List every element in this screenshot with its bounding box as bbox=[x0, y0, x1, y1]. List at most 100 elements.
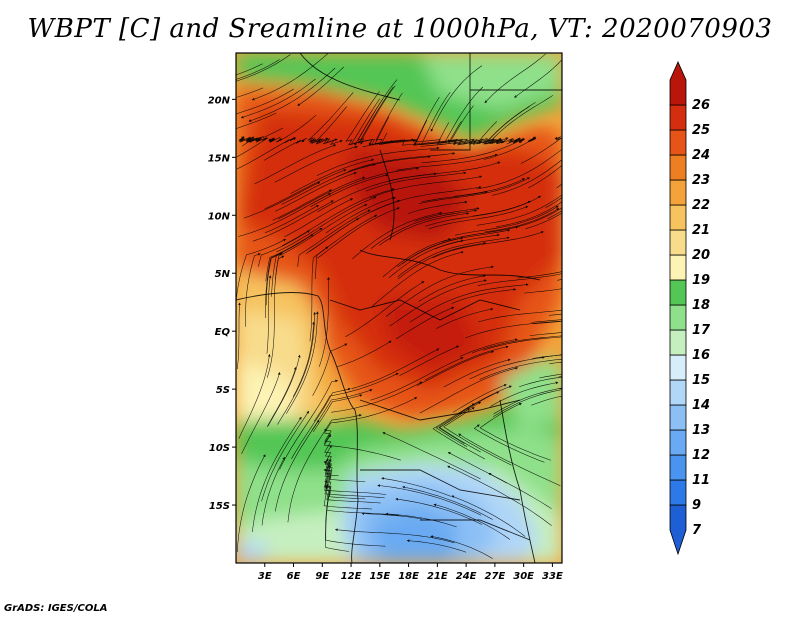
streamline bbox=[473, 424, 545, 463]
streamline bbox=[323, 468, 350, 552]
streamline bbox=[471, 335, 562, 354]
streamline bbox=[452, 384, 507, 413]
streamline bbox=[406, 539, 467, 553]
colorbar-swatch bbox=[669, 329, 687, 356]
streamline bbox=[495, 201, 562, 228]
streamline bbox=[281, 188, 395, 246]
streamline bbox=[448, 120, 504, 146]
streamline bbox=[264, 204, 320, 234]
latitude-axis: 20N 15N 10N 5N EQ 5S 10S 15S bbox=[208, 95, 236, 512]
streamline bbox=[265, 252, 283, 306]
streamline bbox=[557, 279, 562, 281]
streamline bbox=[272, 189, 332, 221]
streamline bbox=[274, 145, 358, 183]
colorbar: 7 9 11 12 13 14 15 16 17 18 19 20 21 22 23 24 25 26 bbox=[669, 61, 711, 556]
colorbar-swatch bbox=[669, 61, 687, 106]
colorbar-level-label: 26 bbox=[692, 98, 710, 113]
streamline bbox=[238, 353, 271, 439]
streamline bbox=[451, 288, 517, 304]
streamline bbox=[276, 196, 377, 253]
streamline bbox=[365, 171, 467, 192]
streamline bbox=[430, 535, 493, 559]
streamline bbox=[450, 105, 484, 145]
streamline bbox=[451, 495, 526, 537]
lon-tick-label: 21E bbox=[427, 571, 448, 582]
streamline bbox=[345, 91, 394, 146]
streamline bbox=[525, 212, 562, 229]
lon-tick-label: 9E bbox=[315, 571, 329, 582]
streamline bbox=[261, 410, 310, 502]
colorbar-swatch bbox=[669, 104, 687, 131]
streamline bbox=[447, 465, 552, 526]
streamline bbox=[441, 225, 519, 243]
colorbar-level-label: 14 bbox=[692, 398, 710, 413]
streamline bbox=[236, 112, 277, 130]
streamline bbox=[292, 321, 315, 397]
streamline bbox=[241, 371, 281, 455]
streamline bbox=[324, 414, 362, 476]
streamline bbox=[476, 194, 562, 226]
streamline bbox=[458, 433, 561, 486]
streamline bbox=[433, 503, 511, 540]
streamline bbox=[279, 379, 339, 470]
streamline bbox=[479, 403, 551, 461]
colorbar-level-label: 23 bbox=[692, 173, 710, 188]
streamline bbox=[371, 251, 464, 308]
streamline bbox=[325, 483, 387, 495]
streamline bbox=[519, 376, 562, 388]
streamline bbox=[501, 137, 521, 144]
streamline bbox=[517, 271, 562, 279]
streamline bbox=[236, 63, 263, 76]
streamline bbox=[493, 387, 562, 415]
streamline bbox=[421, 140, 522, 164]
streamline bbox=[531, 395, 562, 406]
streamline bbox=[556, 183, 562, 189]
streamline bbox=[435, 391, 500, 447]
streamline bbox=[271, 234, 314, 297]
streamline bbox=[268, 136, 281, 143]
streamline bbox=[291, 387, 351, 460]
streamline bbox=[483, 336, 562, 351]
lon-tick-label: 24E bbox=[456, 571, 477, 582]
streamline bbox=[490, 95, 554, 144]
streamline bbox=[323, 460, 366, 483]
streamline bbox=[424, 345, 509, 381]
streamline bbox=[352, 211, 443, 260]
streamline bbox=[276, 114, 317, 143]
lon-tick-label: 33E bbox=[542, 571, 563, 582]
colorbar-level-label: 21 bbox=[692, 223, 710, 238]
streamline bbox=[266, 275, 272, 354]
streamline bbox=[266, 366, 297, 427]
streamline bbox=[312, 343, 348, 396]
streamline bbox=[261, 456, 285, 526]
lon-tick-label: 6E bbox=[287, 571, 301, 582]
lat-tick-label: 5N bbox=[215, 269, 231, 280]
streamline bbox=[236, 136, 268, 158]
streamline bbox=[317, 207, 400, 259]
streamline bbox=[548, 313, 562, 316]
streamline bbox=[248, 67, 336, 122]
map-frame bbox=[235, 52, 563, 564]
streamline bbox=[388, 239, 464, 279]
streamline bbox=[421, 190, 488, 203]
streamline bbox=[377, 484, 482, 516]
streamline bbox=[325, 196, 396, 234]
colorbar-level-label: 11 bbox=[692, 473, 710, 488]
streamline bbox=[438, 408, 471, 444]
streamline bbox=[418, 274, 486, 302]
streamline bbox=[477, 273, 562, 286]
lat-tick-label: 10N bbox=[208, 211, 231, 222]
streamline bbox=[266, 255, 285, 378]
streamline bbox=[324, 444, 366, 500]
streamline bbox=[558, 376, 562, 378]
streamline bbox=[402, 485, 493, 520]
streamline bbox=[236, 238, 287, 302]
streamline bbox=[395, 306, 455, 340]
streamline bbox=[258, 230, 310, 267]
lon-tick-label: 18E bbox=[398, 571, 419, 582]
streamline bbox=[274, 171, 357, 212]
colorbar-level-label: 9 bbox=[692, 498, 701, 513]
streamline bbox=[297, 209, 371, 267]
streamline bbox=[407, 200, 468, 214]
